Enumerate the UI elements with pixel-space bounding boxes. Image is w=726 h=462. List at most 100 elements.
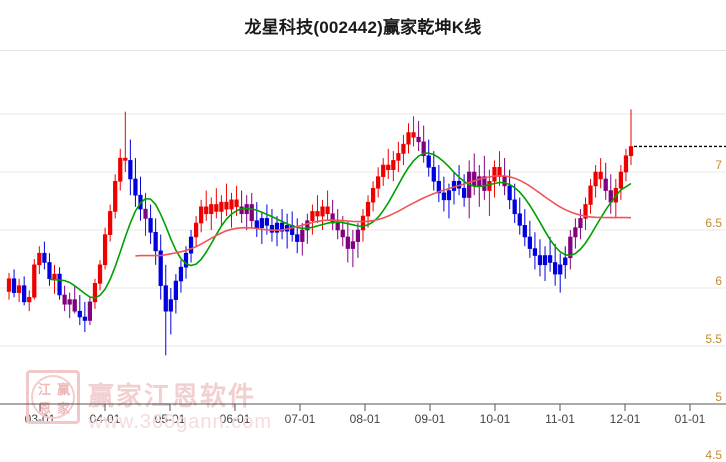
candle-body bbox=[27, 296, 32, 303]
candle-body bbox=[376, 176, 381, 189]
candle-body bbox=[118, 157, 123, 182]
candle-body bbox=[219, 201, 224, 212]
y-axis-tick-label: 6 bbox=[715, 274, 722, 288]
seal-char-2: 赢 bbox=[56, 382, 70, 397]
candle-body bbox=[527, 236, 532, 249]
x-axis-tick-label: 12-01 bbox=[609, 412, 641, 426]
candle-body bbox=[542, 255, 548, 266]
ma-long-line bbox=[135, 174, 632, 257]
candle-body bbox=[386, 164, 391, 170]
candle-body bbox=[618, 171, 624, 189]
chart-title-bar: 龙星科技(002442)赢家乾坤K线 bbox=[0, 0, 726, 51]
candle-body bbox=[305, 220, 310, 231]
candle-body bbox=[168, 299, 173, 312]
candle-body bbox=[153, 232, 158, 252]
candle-body bbox=[396, 153, 401, 161]
watermark-layer: 江 赢 恩 家 赢家江恩软件 www.360gann.com bbox=[0, 51, 726, 450]
chart-plot-area: 江 赢 恩 家 赢家江恩软件 www.360gann.com 7 6.5 bbox=[0, 51, 726, 462]
candle-body bbox=[128, 160, 133, 180]
candle-body bbox=[229, 199, 234, 210]
candle-body bbox=[269, 225, 275, 233]
x-axis-tick-label: 07-01 bbox=[284, 412, 316, 426]
candle-body bbox=[598, 171, 603, 180]
ma-short-line bbox=[49, 152, 632, 299]
candle-body bbox=[355, 229, 361, 242]
candle-body bbox=[214, 204, 219, 212]
candle-body bbox=[578, 218, 583, 228]
candle-body bbox=[345, 236, 350, 249]
candle-body bbox=[300, 229, 305, 242]
candle-body bbox=[37, 252, 42, 266]
candle-body bbox=[62, 294, 67, 305]
candle-body bbox=[558, 264, 563, 275]
x-axis-tick-label: 09-01 bbox=[414, 412, 446, 426]
candle-body bbox=[406, 132, 411, 145]
candle-body bbox=[497, 167, 502, 177]
candle-body bbox=[360, 215, 366, 231]
candle-body bbox=[234, 199, 239, 208]
x-axis-tick-label: 11-01 bbox=[545, 412, 575, 426]
candle-body bbox=[22, 285, 27, 303]
page-title: 龙星科技(002442)赢家乾坤K线 bbox=[244, 17, 482, 37]
x-axis-tick-label: 05-01 bbox=[154, 412, 186, 426]
candle-body bbox=[350, 241, 355, 249]
candle-body bbox=[325, 206, 330, 215]
seal-char-1: 江 bbox=[37, 382, 51, 397]
watermark-url: www.360gann.com bbox=[88, 411, 272, 433]
seal-logo-icon: 江 赢 恩 家 bbox=[26, 370, 84, 428]
candle-body bbox=[340, 229, 345, 238]
candle-body bbox=[67, 299, 72, 305]
candle-body bbox=[158, 250, 163, 286]
candle-body bbox=[623, 155, 629, 173]
candle-body bbox=[97, 264, 103, 284]
candle-body bbox=[421, 141, 426, 157]
candle-body bbox=[148, 218, 153, 233]
seal-char-3: 恩 bbox=[37, 401, 51, 416]
y-axis-tick-label: 5.5 bbox=[705, 332, 722, 346]
candle-body bbox=[274, 222, 280, 233]
candle-body bbox=[492, 167, 497, 182]
candle-body bbox=[82, 316, 87, 321]
candle-body bbox=[563, 257, 568, 266]
candle-body bbox=[254, 220, 259, 228]
candle-body bbox=[32, 264, 37, 298]
candle-body bbox=[401, 143, 406, 154]
x-axis-tick-label: 08-01 bbox=[349, 412, 381, 426]
candle-body bbox=[568, 236, 573, 259]
candle-body bbox=[224, 201, 229, 210]
candle-body bbox=[583, 204, 588, 219]
y-axis-tick-label: 6.5 bbox=[705, 216, 722, 230]
candle-body bbox=[462, 187, 467, 198]
y-axis-tick-label: 5 bbox=[715, 390, 722, 404]
candle-body bbox=[6, 278, 12, 292]
candle-body bbox=[188, 236, 194, 254]
watermark-brand: 赢家江恩软件 bbox=[88, 381, 257, 411]
x-axis-tick-label: 06-01 bbox=[219, 412, 251, 426]
candle-body bbox=[487, 180, 492, 191]
candle-body bbox=[102, 234, 108, 266]
candle-body bbox=[441, 192, 447, 201]
candle-body bbox=[416, 136, 421, 143]
candle-body bbox=[108, 211, 113, 235]
candle-body bbox=[315, 211, 320, 217]
candle-body bbox=[482, 176, 487, 191]
candle-body bbox=[588, 185, 593, 205]
candle-body bbox=[365, 201, 371, 217]
candle-body bbox=[370, 187, 376, 203]
candle-body bbox=[381, 164, 386, 177]
candle-body bbox=[199, 206, 204, 224]
candle-body bbox=[310, 211, 315, 222]
candle-body bbox=[320, 206, 325, 217]
candle-body bbox=[133, 178, 138, 196]
candle-body bbox=[537, 255, 543, 266]
candle-body bbox=[522, 225, 527, 238]
candle-body bbox=[87, 301, 93, 321]
candle-body bbox=[593, 171, 598, 187]
candle-body bbox=[259, 218, 264, 228]
candle-body bbox=[517, 213, 522, 226]
candle-body bbox=[330, 213, 335, 224]
seal-char-4: 家 bbox=[56, 401, 70, 416]
candle-body bbox=[446, 190, 452, 201]
candle-body bbox=[11, 278, 17, 293]
